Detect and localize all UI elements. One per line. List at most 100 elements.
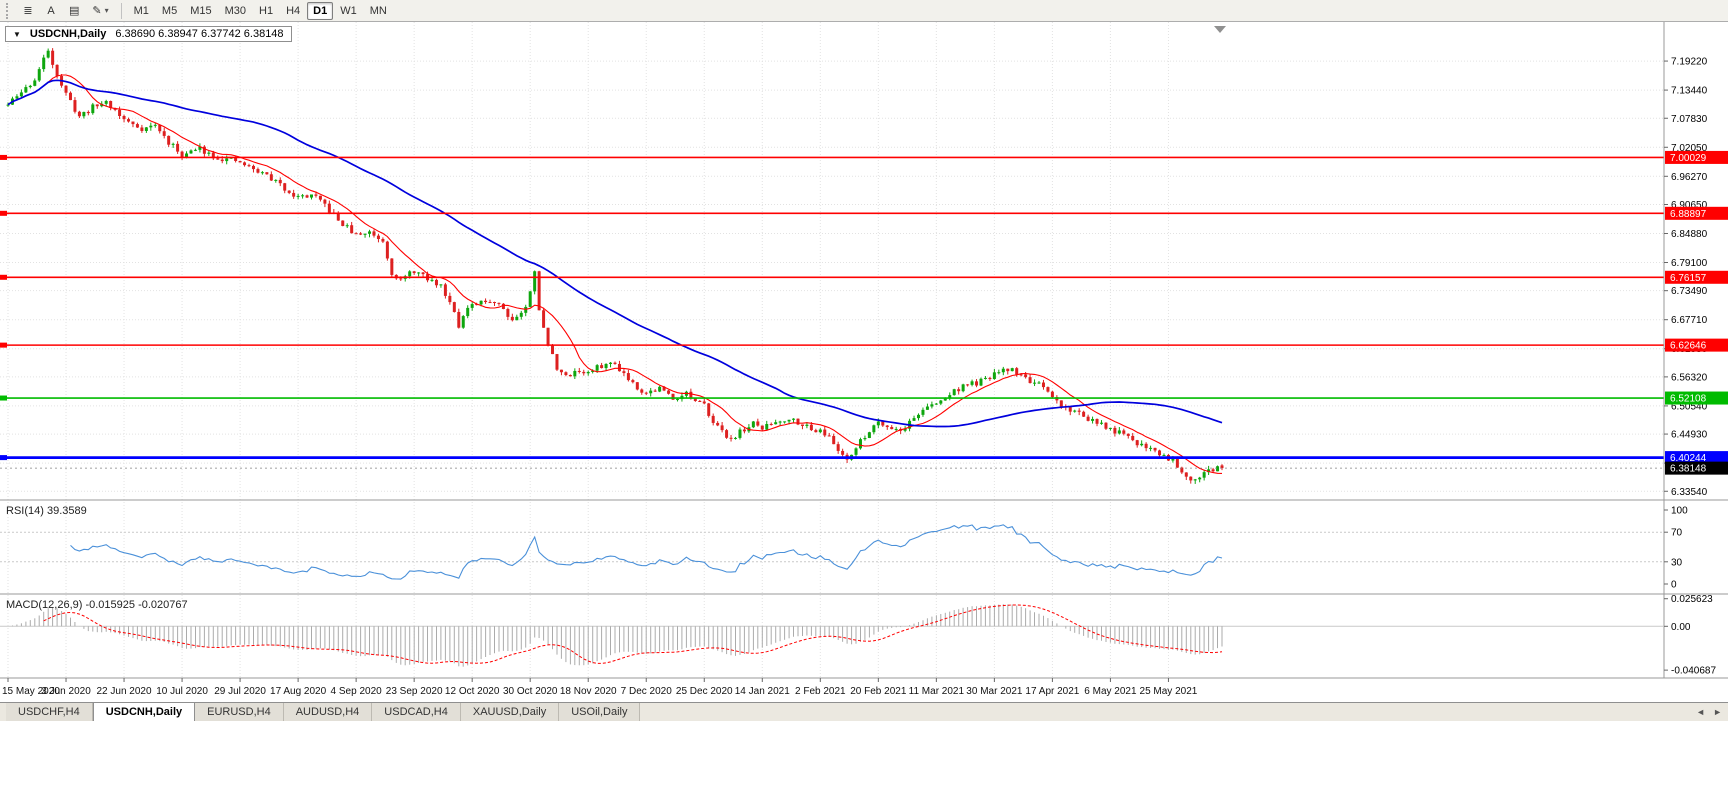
- timeframe-h1-button[interactable]: H1: [259, 4, 274, 17]
- chart-tab-audusd[interactable]: AUDUSD,H4: [283, 703, 373, 721]
- chart-tabs: USDCHF,H4 USDCNH,Daily EURUSD,H4 AUDUSD,H4 U…: [6, 703, 641, 721]
- tab-scroll-right-icon[interactable]: ►: [1713, 707, 1722, 717]
- svg-text:6.84880: 6.84880: [1671, 229, 1708, 240]
- date-label: 14 Jan 2021: [735, 686, 790, 697]
- svg-text:30: 30: [1671, 557, 1683, 568]
- timeframe-w1-button[interactable]: W1: [340, 4, 357, 17]
- toolbar-grip[interactable]: [6, 2, 11, 19]
- quick-menu-arrow-icon[interactable]: ▼: [13, 29, 21, 39]
- svg-text:6.88897: 6.88897: [1670, 209, 1707, 220]
- timeframe-buttons: M1 M5 M15 M30 H1 H4 D1 W1 MN: [128, 1, 393, 20]
- timeframe-h4-button[interactable]: H4: [286, 4, 301, 17]
- date-label: 12 Oct 2020: [445, 686, 500, 697]
- date-label: 29 Jul 2020: [214, 686, 266, 697]
- chart-canvas[interactable]: 7.19220 7.13440 7.07830 7.02050 6.96270 6.906…: [0, 22, 1728, 702]
- svg-text:0: 0: [1671, 580, 1677, 591]
- date-label: 11 Mar 2021: [909, 686, 965, 697]
- empty-area: [0, 721, 1728, 792]
- date-label: 20 Feb 2021: [850, 686, 907, 697]
- date-label: 10 Jul 2020: [156, 686, 208, 697]
- toolbar-icon-buttons: ≣ A ▤ ✎ ▾: [17, 2, 115, 20]
- svg-text:7.07830: 7.07830: [1671, 114, 1708, 125]
- svg-text:6.90650: 6.90650: [1671, 200, 1708, 211]
- dropdown-arrow-icon[interactable]: ▾: [104, 6, 109, 15]
- chart-tab-xauusd[interactable]: XAUUSD,Daily: [460, 703, 560, 721]
- svg-text:6.67710: 6.67710: [1671, 315, 1708, 326]
- template-icon[interactable]: ▤: [69, 5, 80, 17]
- date-label: 17 Aug 2020: [270, 686, 327, 697]
- charts-bar-icon[interactable]: ≣: [23, 5, 33, 17]
- date-label: 30 Mar 2021: [966, 686, 1023, 697]
- tab-scroll-left-icon[interactable]: ◄: [1696, 707, 1706, 717]
- svg-text:6.40244: 6.40244: [1670, 453, 1707, 464]
- rsi-line: [70, 524, 1223, 580]
- date-label: 15 May 2020: [2, 686, 60, 697]
- svg-text:6.62646: 6.62646: [1670, 341, 1707, 352]
- timeframe-d1-button[interactable]: D1: [307, 1, 334, 20]
- date-label: 25 May 2021: [1140, 686, 1198, 697]
- date-label: 22 Jun 2020: [97, 686, 152, 697]
- chart-tab-eurusd[interactable]: EURUSD,H4: [195, 703, 284, 721]
- svg-text:6.44930: 6.44930: [1671, 430, 1708, 441]
- price-badge: 6.76157: [1665, 270, 1728, 284]
- timeframe-mn-button[interactable]: MN: [369, 4, 387, 17]
- svg-text:0.00: 0.00: [1671, 622, 1691, 633]
- ma-slow-line: [7, 79, 1223, 428]
- date-label: 7 Dec 2020: [621, 686, 673, 697]
- chart-tab-usoil[interactable]: USOil,Daily: [559, 703, 641, 721]
- chart-tab-bar: USDCHF,H4 USDCNH,Daily EURUSD,H4 AUDUSD,H4 U…: [0, 702, 1728, 721]
- chart-tab-usdcad[interactable]: USDCAD,H4: [372, 703, 461, 721]
- chart-area[interactable]: 7.19220 7.13440 7.07830 7.02050 6.96270 6.906…: [0, 22, 1728, 702]
- svg-text:-0.040687: -0.040687: [1671, 666, 1716, 677]
- macd-label: MACD(12,26,9) -0.015925 -0.020767: [6, 599, 188, 611]
- text-tool-icon[interactable]: A: [47, 4, 55, 17]
- timeframe-m15-button[interactable]: M15: [190, 4, 212, 17]
- draw-tool-icon[interactable]: ✎ ▾: [92, 5, 109, 17]
- price-badge: 6.88897: [1665, 206, 1728, 220]
- tab-scroll-arrows: ◄ ►: [1696, 703, 1722, 721]
- date-label: 4 Sep 2020: [331, 686, 383, 697]
- rsi-label: RSI(14) 39.3589: [6, 505, 87, 517]
- svg-text:0.025623: 0.025623: [1671, 594, 1713, 605]
- svg-text:100: 100: [1671, 506, 1688, 517]
- timeframe-m30-button[interactable]: M30: [224, 4, 247, 17]
- price-badge: 7.00029: [1665, 150, 1728, 164]
- ma-fast-line: [7, 74, 1223, 474]
- chart-shift-marker-icon[interactable]: [1214, 26, 1226, 33]
- svg-text:7.19220: 7.19220: [1671, 57, 1708, 68]
- date-label: 6 May 2021: [1084, 686, 1137, 697]
- timeframe-m5-button[interactable]: M5: [161, 4, 178, 17]
- svg-text:6.76157: 6.76157: [1670, 273, 1707, 284]
- svg-text:6.56320: 6.56320: [1671, 372, 1708, 383]
- toolbar-separator: [120, 2, 122, 19]
- date-label: 23 Sep 2020: [386, 686, 443, 697]
- chart-symbol-label: USDCNH,Daily: [29, 28, 107, 40]
- svg-text:6.96270: 6.96270: [1671, 172, 1708, 183]
- date-label: 30 Oct 2020: [503, 686, 558, 697]
- price-badge: 6.38148: [1665, 461, 1728, 475]
- date-label: 3 Jun 2020: [41, 686, 91, 697]
- svg-text:6.33540: 6.33540: [1671, 487, 1708, 498]
- hline-left-marker: [0, 342, 7, 348]
- timeframe-m1-button[interactable]: M1: [133, 4, 149, 17]
- chart-tab-usdcnh[interactable]: USDCNH,Daily: [92, 703, 196, 721]
- hline-left-marker: [0, 455, 7, 461]
- svg-text:6.50540: 6.50540: [1671, 401, 1708, 412]
- hline-left-marker: [0, 210, 7, 216]
- svg-text:6.38148: 6.38148: [1670, 464, 1707, 475]
- chart-tab-usdchf[interactable]: USDCHF,H4: [6, 703, 93, 721]
- date-label: 25 Dec 2020: [676, 686, 733, 697]
- svg-text:6.79100: 6.79100: [1671, 258, 1708, 269]
- svg-text:7.00029: 7.00029: [1670, 153, 1707, 164]
- hline-left-marker: [0, 395, 7, 401]
- grid-lines: [0, 22, 1664, 678]
- chart-title-box: ▼ USDCNH,Daily 6.38690 6.38947 6.37742 6…: [5, 26, 292, 42]
- date-label: 17 Apr 2021: [1025, 686, 1079, 697]
- hline-left-marker: [0, 154, 7, 160]
- svg-text:7.13440: 7.13440: [1671, 86, 1708, 97]
- toolbar: ≣ A ▤ ✎ ▾ M1 M5 M15 M30 H1 H4 D1 W1 MN: [0, 0, 1728, 22]
- price-badge: 6.40244: [1665, 451, 1728, 465]
- svg-text:6.52108: 6.52108: [1670, 394, 1707, 405]
- svg-text:70: 70: [1671, 528, 1683, 539]
- price-badge: 6.52108: [1665, 391, 1728, 405]
